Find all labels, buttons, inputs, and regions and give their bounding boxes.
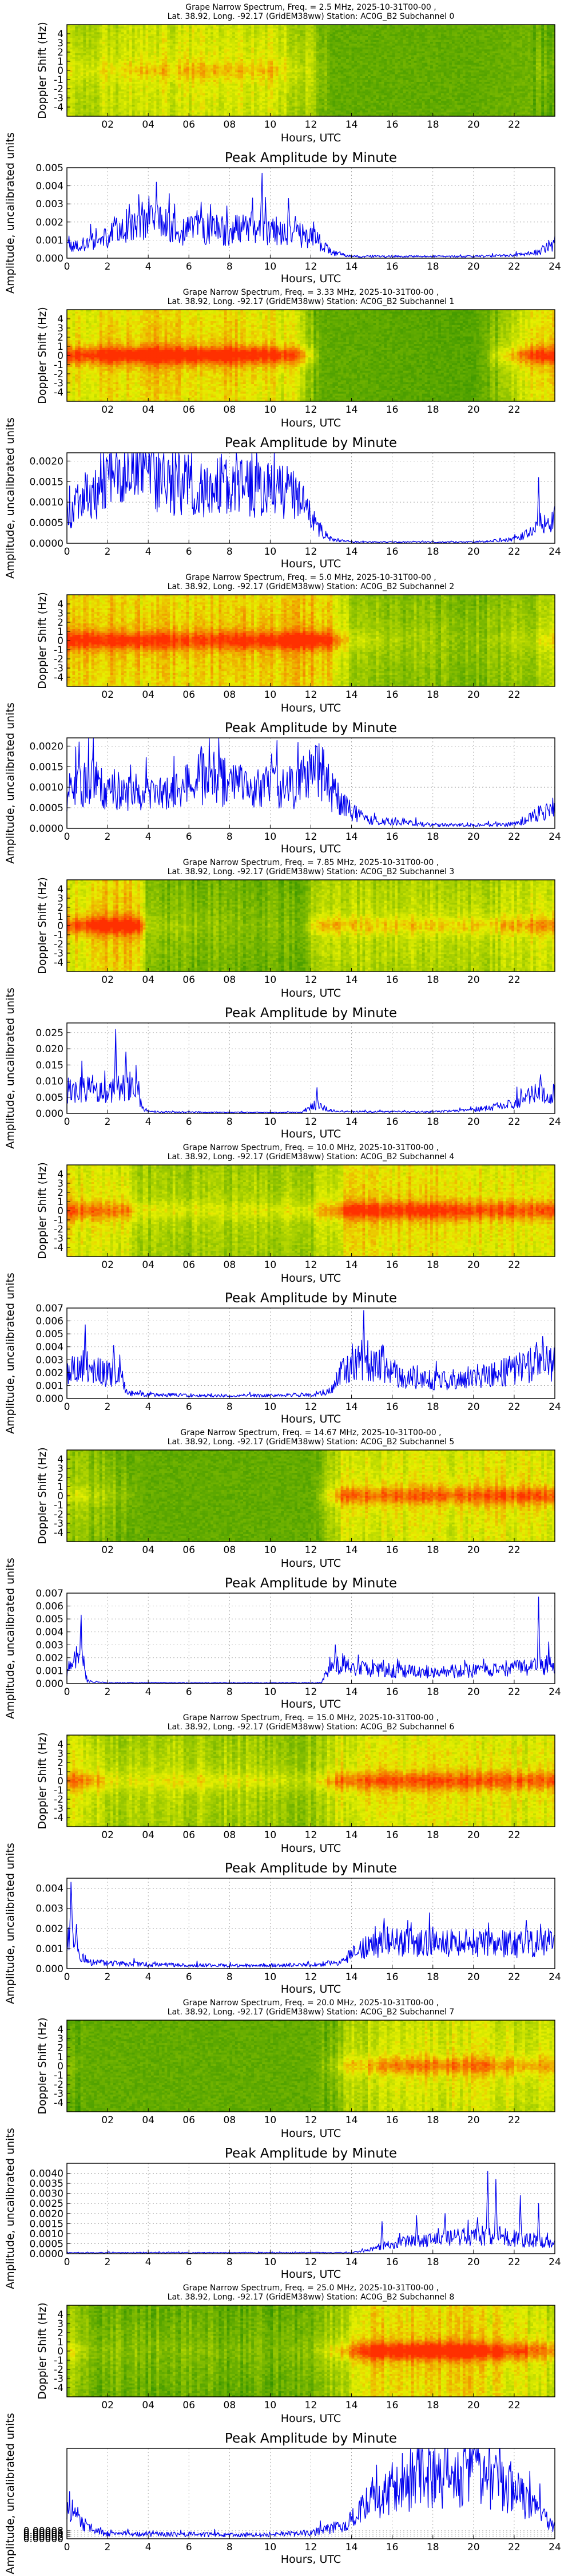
spectrum-0: Grape Narrow Spectrum, Freq. = 2.5 MHz, …: [36, 3, 555, 144]
spectrum-title-line-1: Grape Narrow Spectrum, Freq. = 2.5 MHz, …: [185, 3, 436, 12]
spectrogram: [67, 25, 555, 117]
spectrum-title-line-2: Lat. 38.92, Long. -92.17 (GridEM38ww) St…: [168, 12, 455, 21]
